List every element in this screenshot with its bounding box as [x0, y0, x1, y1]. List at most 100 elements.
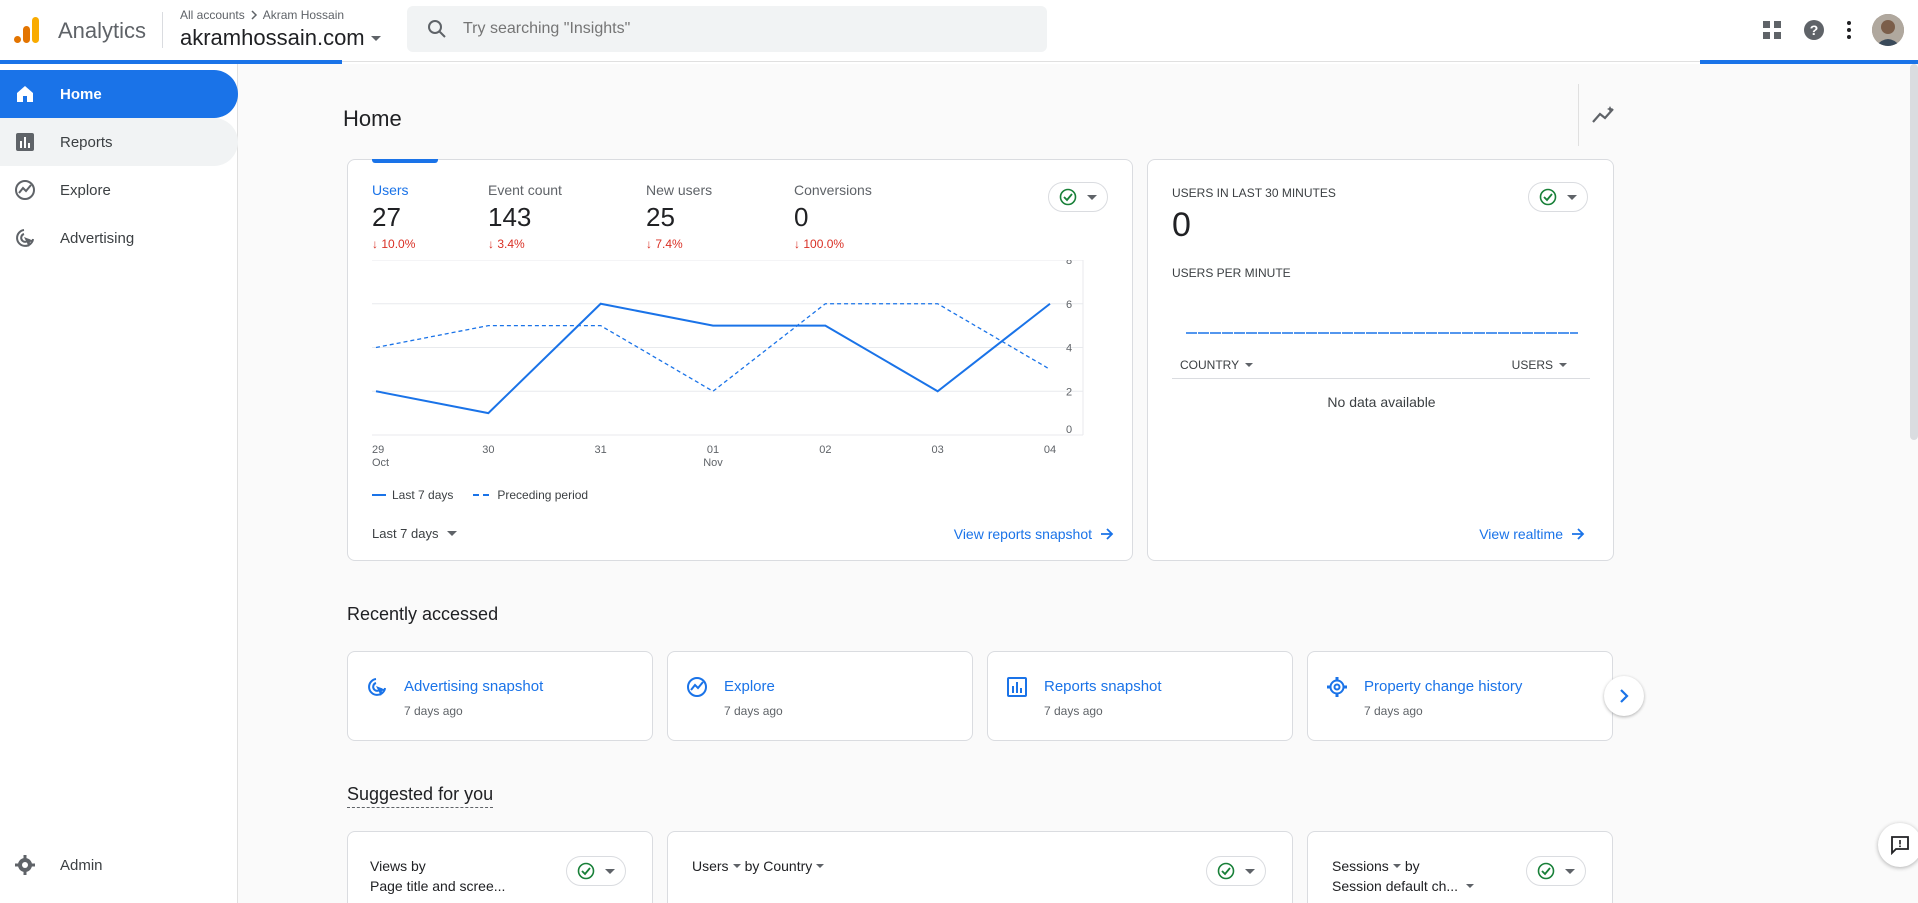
users-per-minute-label: USERS PER MINUTE — [1172, 266, 1291, 280]
insights-icon — [1591, 106, 1614, 123]
caret-down-icon — [1087, 194, 1097, 200]
feedback-icon — [1891, 836, 1909, 855]
recent-item[interactable]: Explore 7 days ago — [667, 651, 973, 741]
legend-item-preceding-period[interactable]: Preceding period — [473, 488, 588, 502]
recent-item-time: 7 days ago — [1044, 704, 1103, 718]
x-tick-label: 02 — [819, 444, 831, 456]
metric-change: ↓ 10.0% — [372, 237, 416, 251]
metric-label: Conversions — [794, 182, 872, 198]
legend-item-last-7-days[interactable]: Last 7 days — [372, 488, 453, 502]
suggested-card-title: Views by Page title and scree... — [370, 858, 506, 894]
home-icon — [14, 83, 36, 105]
metric-tab-conversions[interactable]: Conversions 0 ↓ 100.0% — [794, 182, 872, 251]
check-circle-icon — [1537, 862, 1555, 880]
property-selector[interactable]: akramhossain.com — [180, 25, 381, 51]
sidebar-item-home[interactable]: Home — [0, 70, 238, 118]
link-label: View reports snapshot — [953, 526, 1092, 542]
metric-tab-new-users[interactable]: New users 25 ↓ 7.4% — [646, 182, 712, 251]
recent-item-time: 7 days ago — [724, 704, 783, 718]
page-scrollbar[interactable] — [1910, 64, 1918, 440]
suggested-card-title: Users by Country — [692, 856, 825, 876]
compare-check-chip[interactable] — [1048, 182, 1108, 212]
analytics-logo-icon[interactable] — [12, 15, 42, 45]
check-circle-icon — [1217, 862, 1235, 880]
col-users-header[interactable]: USERS — [1512, 358, 1567, 372]
suggested-check-chip[interactable] — [566, 856, 626, 886]
sidebar-item-reports[interactable]: Reports — [0, 118, 238, 166]
recent-item[interactable]: Advertising snapshot 7 days ago — [347, 651, 653, 741]
recent-item-title: Advertising snapshot — [404, 678, 544, 695]
breadcrumb-account[interactable]: Akram Hossain — [262, 8, 345, 22]
sidebar-item-label: Advertising — [60, 229, 135, 247]
y-tick-label: 2 — [1066, 386, 1072, 398]
sidebar-item-explore[interactable]: Explore — [0, 166, 238, 214]
page-title: Home — [343, 106, 402, 131]
col-country-header[interactable]: COUNTRY — [1180, 358, 1254, 372]
recent-item-title: Explore — [724, 678, 775, 695]
search-input[interactable] — [463, 20, 1023, 38]
more-vert-icon[interactable] — [1846, 20, 1852, 40]
avatar[interactable] — [1872, 14, 1904, 46]
arrow-right-icon — [1101, 528, 1114, 540]
metric-tab-users[interactable]: Users 27 ↓ 10.0% — [372, 182, 415, 251]
chevron-right-icon — [251, 10, 257, 20]
caret-down-icon — [446, 531, 457, 536]
search-bar[interactable] — [407, 6, 1047, 52]
sidebar-item-admin[interactable]: Admin — [0, 841, 238, 889]
caret-down-icon[interactable] — [1392, 864, 1401, 868]
view-realtime-link[interactable]: View realtime — [1479, 526, 1585, 542]
overview-card: Users 27 ↓ 10.0% Event count 143 ↓ 3.4% … — [347, 159, 1133, 561]
gear-icon — [14, 854, 36, 876]
explore-icon — [687, 677, 707, 697]
caret-down-icon — [1245, 868, 1255, 874]
recent-item[interactable]: Reports snapshot 7 days ago — [987, 651, 1293, 741]
sidebar-item-advertising[interactable]: Advertising — [0, 214, 238, 262]
recent-item[interactable]: Property change history 7 days ago — [1307, 651, 1613, 741]
caret-down-icon — [1567, 194, 1577, 200]
advertising-icon — [368, 678, 386, 696]
suggested-card[interactable]: Sessions by Session default ch... — [1307, 831, 1613, 903]
suggested-check-chip[interactable] — [1206, 856, 1266, 886]
arrow-right-icon — [1572, 528, 1585, 540]
breadcrumb-root[interactable]: All accounts — [180, 8, 245, 22]
insights-button[interactable] — [1578, 84, 1628, 146]
recent-item-title: Property change history — [1364, 678, 1523, 695]
metric-label: New users — [646, 182, 713, 198]
loading-bar-right — [1700, 60, 1918, 64]
metric-change: ↓ 3.4% — [488, 237, 525, 251]
caret-down-icon[interactable] — [1466, 884, 1475, 888]
realtime-title: USERS IN LAST 30 MINUTES — [1172, 186, 1336, 200]
metric-value: 0 — [794, 202, 809, 232]
recent-next-button[interactable] — [1604, 676, 1644, 716]
check-circle-icon — [1539, 188, 1557, 206]
caret-down-icon[interactable] — [732, 864, 741, 868]
realtime-check-chip[interactable] — [1528, 182, 1588, 212]
help-icon[interactable]: ? — [1802, 18, 1826, 42]
no-data-message: No data available — [1327, 394, 1436, 410]
metric-value: 27 — [372, 202, 401, 232]
view-reports-snapshot-link[interactable]: View reports snapshot — [954, 526, 1114, 542]
sidebar-item-label: Home — [60, 85, 102, 103]
metric-tab-event-count[interactable]: Event count 143 ↓ 3.4% — [488, 182, 562, 251]
metric-value: 143 — [488, 202, 532, 232]
legend-dashed-line-icon — [473, 494, 492, 496]
suggested-check-chip[interactable] — [1526, 856, 1586, 886]
metric-change: ↓ 100.0% — [794, 237, 845, 251]
main-content: Home Users 27 ↓ 10.0% Event count 143 ↓ … — [238, 64, 1918, 903]
recently-accessed-title: Recently accessed — [347, 604, 499, 624]
caret-down-icon[interactable] — [816, 864, 825, 868]
property-name[interactable]: akramhossain.com — [180, 25, 365, 50]
suggested-title[interactable]: Suggested for you — [347, 784, 494, 808]
suggested-card[interactable]: Views by Page title and scree... — [347, 831, 653, 903]
explore-icon — [14, 179, 36, 201]
date-range-selector[interactable]: Last 7 days — [372, 526, 457, 541]
breadcrumb[interactable]: All accounts Akram Hossain — [180, 8, 344, 22]
app-name: Analytics — [58, 18, 147, 43]
feedback-button[interactable] — [1878, 823, 1918, 867]
apps-grid-icon[interactable] — [1762, 20, 1782, 40]
table-divider — [1172, 378, 1590, 379]
recent-item-time: 7 days ago — [404, 704, 463, 718]
sidebar-item-label: Admin — [60, 856, 103, 874]
suggested-card[interactable]: Users by Country — [667, 831, 1293, 903]
